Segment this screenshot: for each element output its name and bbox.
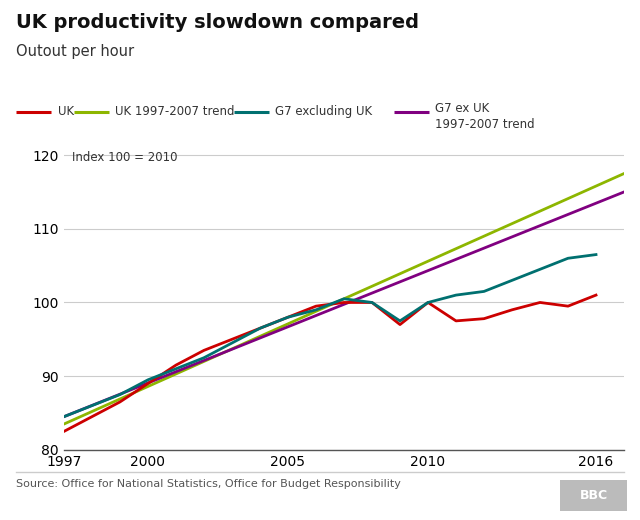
Text: UK 1997-2007 trend: UK 1997-2007 trend (115, 105, 235, 118)
Text: BBC: BBC (580, 489, 607, 502)
Text: G7 excluding UK: G7 excluding UK (275, 105, 372, 118)
Text: Index 100 = 2010: Index 100 = 2010 (72, 151, 178, 164)
Text: Outout per hour: Outout per hour (16, 44, 134, 59)
Text: Source: Office for National Statistics, Office for Budget Responsibility: Source: Office for National Statistics, … (16, 479, 401, 489)
Text: G7 ex UK
1997-2007 trend: G7 ex UK 1997-2007 trend (435, 102, 535, 132)
Text: UK productivity slowdown compared: UK productivity slowdown compared (16, 13, 419, 32)
Text: UK: UK (58, 105, 74, 118)
